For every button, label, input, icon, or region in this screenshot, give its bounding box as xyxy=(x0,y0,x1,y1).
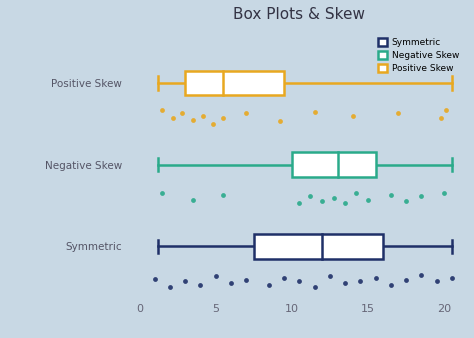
Point xyxy=(448,275,456,281)
Point xyxy=(349,113,356,118)
Point xyxy=(296,200,303,206)
Point xyxy=(219,116,227,121)
Bar xyxy=(185,71,284,95)
Point xyxy=(440,191,448,196)
Point xyxy=(418,272,425,277)
Point xyxy=(438,116,445,121)
Point xyxy=(306,194,314,199)
Point xyxy=(281,275,288,281)
Point xyxy=(189,197,197,202)
Point xyxy=(341,280,349,286)
Point xyxy=(212,274,219,279)
Bar xyxy=(292,152,375,177)
Point xyxy=(265,282,273,287)
Point xyxy=(352,191,360,196)
Point xyxy=(200,113,207,118)
Point xyxy=(209,121,217,127)
Point xyxy=(418,194,425,199)
Point xyxy=(331,195,338,201)
Point xyxy=(372,275,379,281)
Point xyxy=(189,117,197,122)
Point xyxy=(364,197,372,202)
Bar xyxy=(254,234,383,259)
Point xyxy=(319,199,326,204)
Point xyxy=(219,192,227,198)
Point xyxy=(311,284,319,290)
Point xyxy=(242,111,250,116)
Point xyxy=(158,107,166,113)
Point xyxy=(296,279,303,284)
Point xyxy=(311,109,319,114)
Point xyxy=(387,282,395,287)
Point xyxy=(166,284,174,290)
Point xyxy=(402,277,410,283)
Point xyxy=(182,279,189,284)
Point xyxy=(395,111,402,116)
Point xyxy=(178,111,186,116)
Point xyxy=(341,200,349,206)
Point xyxy=(326,274,334,279)
Point xyxy=(356,279,364,284)
Point xyxy=(402,199,410,204)
Legend: Symmetric, Negative Skew, Positive Skew: Symmetric, Negative Skew, Positive Skew xyxy=(374,34,463,76)
Point xyxy=(433,279,440,284)
Point xyxy=(151,276,158,282)
Point xyxy=(442,107,449,113)
Point xyxy=(242,277,250,283)
Point xyxy=(227,280,235,286)
Point xyxy=(387,192,395,198)
Title: Box Plots & Skew: Box Plots & Skew xyxy=(234,7,365,22)
Point xyxy=(158,191,166,196)
Point xyxy=(276,119,283,124)
Point xyxy=(169,116,177,121)
Point xyxy=(197,282,204,287)
